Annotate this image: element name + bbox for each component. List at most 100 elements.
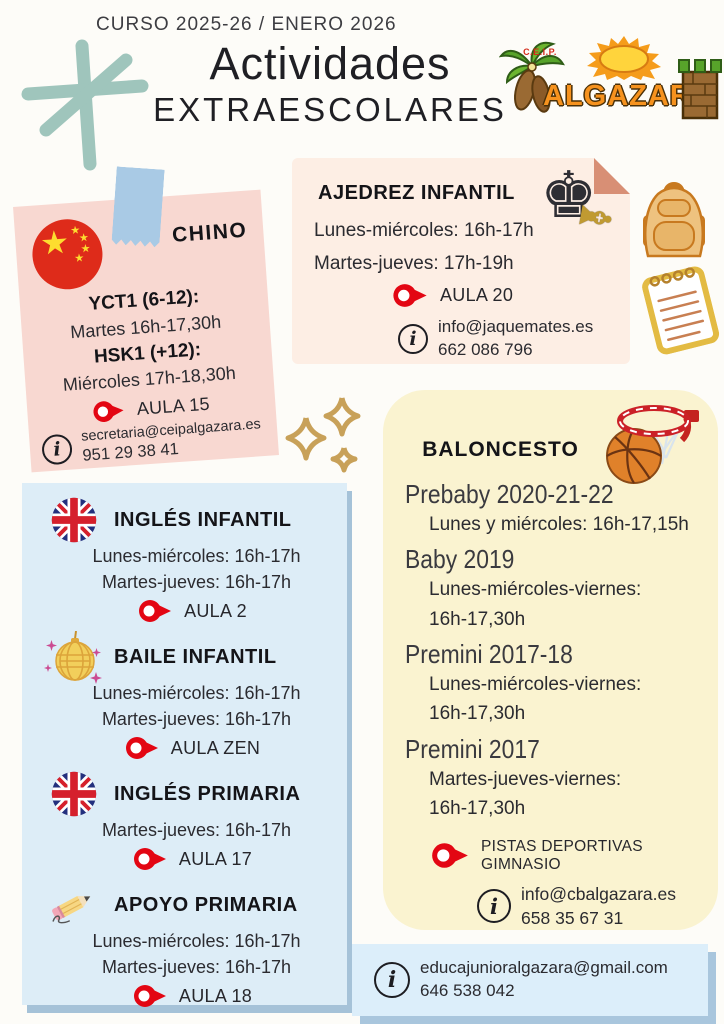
info-icon: i bbox=[374, 962, 410, 998]
basketball-hoop-icon bbox=[606, 405, 699, 484]
aula-label: AULA 17 bbox=[178, 848, 253, 869]
schedule-line: Lunes-miércoles: 16h-17h bbox=[92, 931, 301, 951]
chess-pieces-icon: ♚ ♝ bbox=[518, 164, 623, 254]
baloncesto-phone: 658 35 67 31 bbox=[521, 908, 624, 929]
location-pin-icon bbox=[133, 848, 166, 870]
uk-flag-icon bbox=[50, 771, 98, 817]
group-schedule-line: Lunes-miércoles-viernes: bbox=[429, 673, 642, 695]
group-schedule-line: 16h-17,30h bbox=[429, 798, 526, 820]
location-pin-icon bbox=[133, 985, 166, 1007]
ajedrez-phone: 662 086 796 bbox=[438, 339, 533, 359]
location-pin-icon bbox=[139, 600, 172, 622]
logo-badge-label: C.E.I.P. bbox=[523, 47, 557, 57]
chess-king-glyph: ♚ bbox=[540, 159, 598, 233]
section-title: INGLÉS PRIMARIA bbox=[114, 782, 301, 805]
ajedrez-line1: Lunes-miércoles: 16h-17h bbox=[314, 220, 534, 241]
aula-row: AULA 2 bbox=[22, 598, 347, 624]
schedule-line: Martes-jueves: 16h-17h bbox=[101, 820, 292, 840]
castle-icon bbox=[678, 59, 722, 120]
chino-schedule: YCT1 (6-12): Martes 16h-17,30h HSK1 (+12… bbox=[19, 279, 274, 401]
section-schedule: Lunes-miércoles: 16h-17h Martes-jueves: … bbox=[22, 928, 347, 980]
schedule-line: Martes-jueves: 16h-17h bbox=[101, 572, 292, 592]
section-ingles-primaria: INGLÉS PRIMARIA Martes-jueves: 16h-17h A… bbox=[22, 771, 347, 872]
chess-bishop-glyph: ♝ bbox=[567, 194, 623, 240]
info-icon: i bbox=[41, 432, 74, 466]
ajedrez-aula-label: AULA 20 bbox=[440, 285, 514, 305]
notepad-icon bbox=[642, 266, 720, 355]
ajedrez-email: info@jaquemates.es bbox=[438, 317, 594, 336]
school-logo: ALGAZARA C.E.I.P. bbox=[499, 34, 722, 136]
section-baile-infantil: BAILE INFANTIL Lunes-miércoles: 16h-17h … bbox=[22, 631, 347, 761]
group-name: Baby 2019 bbox=[405, 544, 515, 575]
card-ajedrez: AJEDREZ INFANTIL ♚ ♝ Lunes-miércoles: 16… bbox=[292, 158, 630, 364]
uk-flag-icon bbox=[50, 497, 98, 543]
aula-row: AULA ZEN bbox=[22, 735, 347, 761]
schedule-line: Martes-jueves: 16h-17h bbox=[101, 709, 292, 729]
group-schedule-line: 16h-17,30h bbox=[429, 608, 526, 630]
section-ingles-infantil: INGLÉS INFANTIL Lunes-miércoles: 16h-17h… bbox=[22, 497, 347, 624]
group-schedule-line: Lunes y miércoles: 16h-17,15h bbox=[429, 513, 689, 535]
footer-contact-bar: i educajunioralgazara@gmail.com 646 538 … bbox=[352, 944, 708, 1016]
washi-tape-icon bbox=[111, 166, 164, 247]
aula-row: AULA 17 bbox=[22, 846, 347, 872]
group-name: Premini 2017 bbox=[405, 733, 540, 764]
title-line2: EXTRAESCOLARES bbox=[153, 91, 507, 129]
section-schedule: Martes-jueves: 16h-17h bbox=[22, 817, 347, 843]
baloncesto-email: info@cbalgazara.es bbox=[521, 883, 676, 904]
pencil-icon bbox=[50, 882, 98, 928]
section-title: BAILE INFANTIL bbox=[114, 645, 277, 668]
location-pin-icon bbox=[432, 843, 468, 868]
location-pin-icon bbox=[393, 284, 427, 307]
info-icon: i bbox=[398, 323, 428, 354]
card-baloncesto: BALONCESTO Prebaby 2020-21-22 Lunes y mi… bbox=[383, 390, 718, 930]
card-idiomas: INGLÉS INFANTIL Lunes-miércoles: 16h-17h… bbox=[22, 483, 347, 1007]
location-row: PISTAS DEPORTIVAS GIMNASIO bbox=[405, 838, 708, 874]
section-apoyo-primaria: APOYO PRIMARIA Lunes-miércoles: 16h-17h … bbox=[22, 882, 347, 1009]
sun-badge-icon bbox=[587, 36, 661, 80]
baloncesto-contact: i info@cbalgazara.es 658 35 67 31 bbox=[405, 882, 708, 931]
ajedrez-aula-row: AULA 20 bbox=[392, 282, 513, 309]
chino-title: CHINO bbox=[171, 218, 249, 247]
disco-ball-icon bbox=[44, 631, 102, 684]
group-schedule-line: Martes-jueves-viernes: bbox=[429, 768, 622, 790]
footer-email: educajunioralgazara@gmail.com bbox=[420, 958, 668, 978]
schedule-line: Martes-jueves: 16h-17h bbox=[101, 957, 292, 977]
asterisk-icon bbox=[21, 39, 149, 171]
aula-row: AULA 18 bbox=[22, 983, 347, 1009]
section-schedule: Lunes-miércoles: 16h-17h Martes-jueves: … bbox=[22, 543, 347, 595]
group-name: Prebaby 2020-21-22 bbox=[405, 479, 614, 509]
course-eyebrow: CURSO 2025-26 / ENERO 2026 bbox=[96, 14, 397, 35]
sparkles-icon bbox=[285, 397, 361, 473]
aula-label: AULA 2 bbox=[184, 600, 247, 621]
section-schedule: Lunes-miércoles: 16h-17h Martes-jueves: … bbox=[22, 680, 347, 732]
group-name: Premini 2017-18 bbox=[405, 639, 573, 670]
title-line1: Actividades bbox=[209, 38, 451, 89]
aula-label: AULA ZEN bbox=[170, 737, 261, 758]
card-chino: CHINO YCT1 (6-12): Martes 16h-17,30h HSK… bbox=[13, 189, 279, 473]
folded-corner bbox=[594, 158, 630, 194]
backpack-icon bbox=[643, 182, 705, 258]
info-icon: i bbox=[477, 889, 512, 924]
ajedrez-schedule: Lunes-miércoles: 16h-17h Martes-jueves: … bbox=[314, 214, 534, 281]
page-title: Actividades EXTRAESCOLARES bbox=[150, 40, 510, 129]
chino-aula-row: AULA 15 bbox=[27, 387, 276, 429]
group-schedule-line: Lunes-miércoles-viernes: bbox=[429, 579, 642, 601]
location-pin-icon bbox=[93, 401, 124, 422]
palm-tree-icon bbox=[499, 41, 565, 113]
china-flag-icon bbox=[30, 216, 105, 292]
ajedrez-title: AJEDREZ INFANTIL bbox=[318, 182, 515, 204]
chino-aula-label: AULA 15 bbox=[136, 393, 211, 419]
section-title: APOYO PRIMARIA bbox=[114, 893, 298, 916]
schedule-line: Lunes-miércoles: 16h-17h bbox=[92, 683, 301, 703]
ajedrez-line2: Martes-jueves: 17h-19h bbox=[314, 253, 514, 275]
ajedrez-contact: i info@jaquemates.es 662 086 796 bbox=[398, 316, 593, 362]
location-pin-icon bbox=[125, 737, 158, 759]
footer-phone: 646 538 042 bbox=[420, 981, 515, 1000]
group-schedule-line: 16h-17,30h bbox=[429, 703, 526, 725]
location-label: PISTAS DEPORTIVAS GIMNASIO bbox=[481, 837, 643, 873]
aula-label: AULA 18 bbox=[178, 985, 253, 1006]
section-title: INGLÉS INFANTIL bbox=[114, 508, 292, 531]
baloncesto-title: BALONCESTO bbox=[422, 438, 579, 461]
schedule-line: Lunes-miércoles: 16h-17h bbox=[92, 546, 301, 566]
